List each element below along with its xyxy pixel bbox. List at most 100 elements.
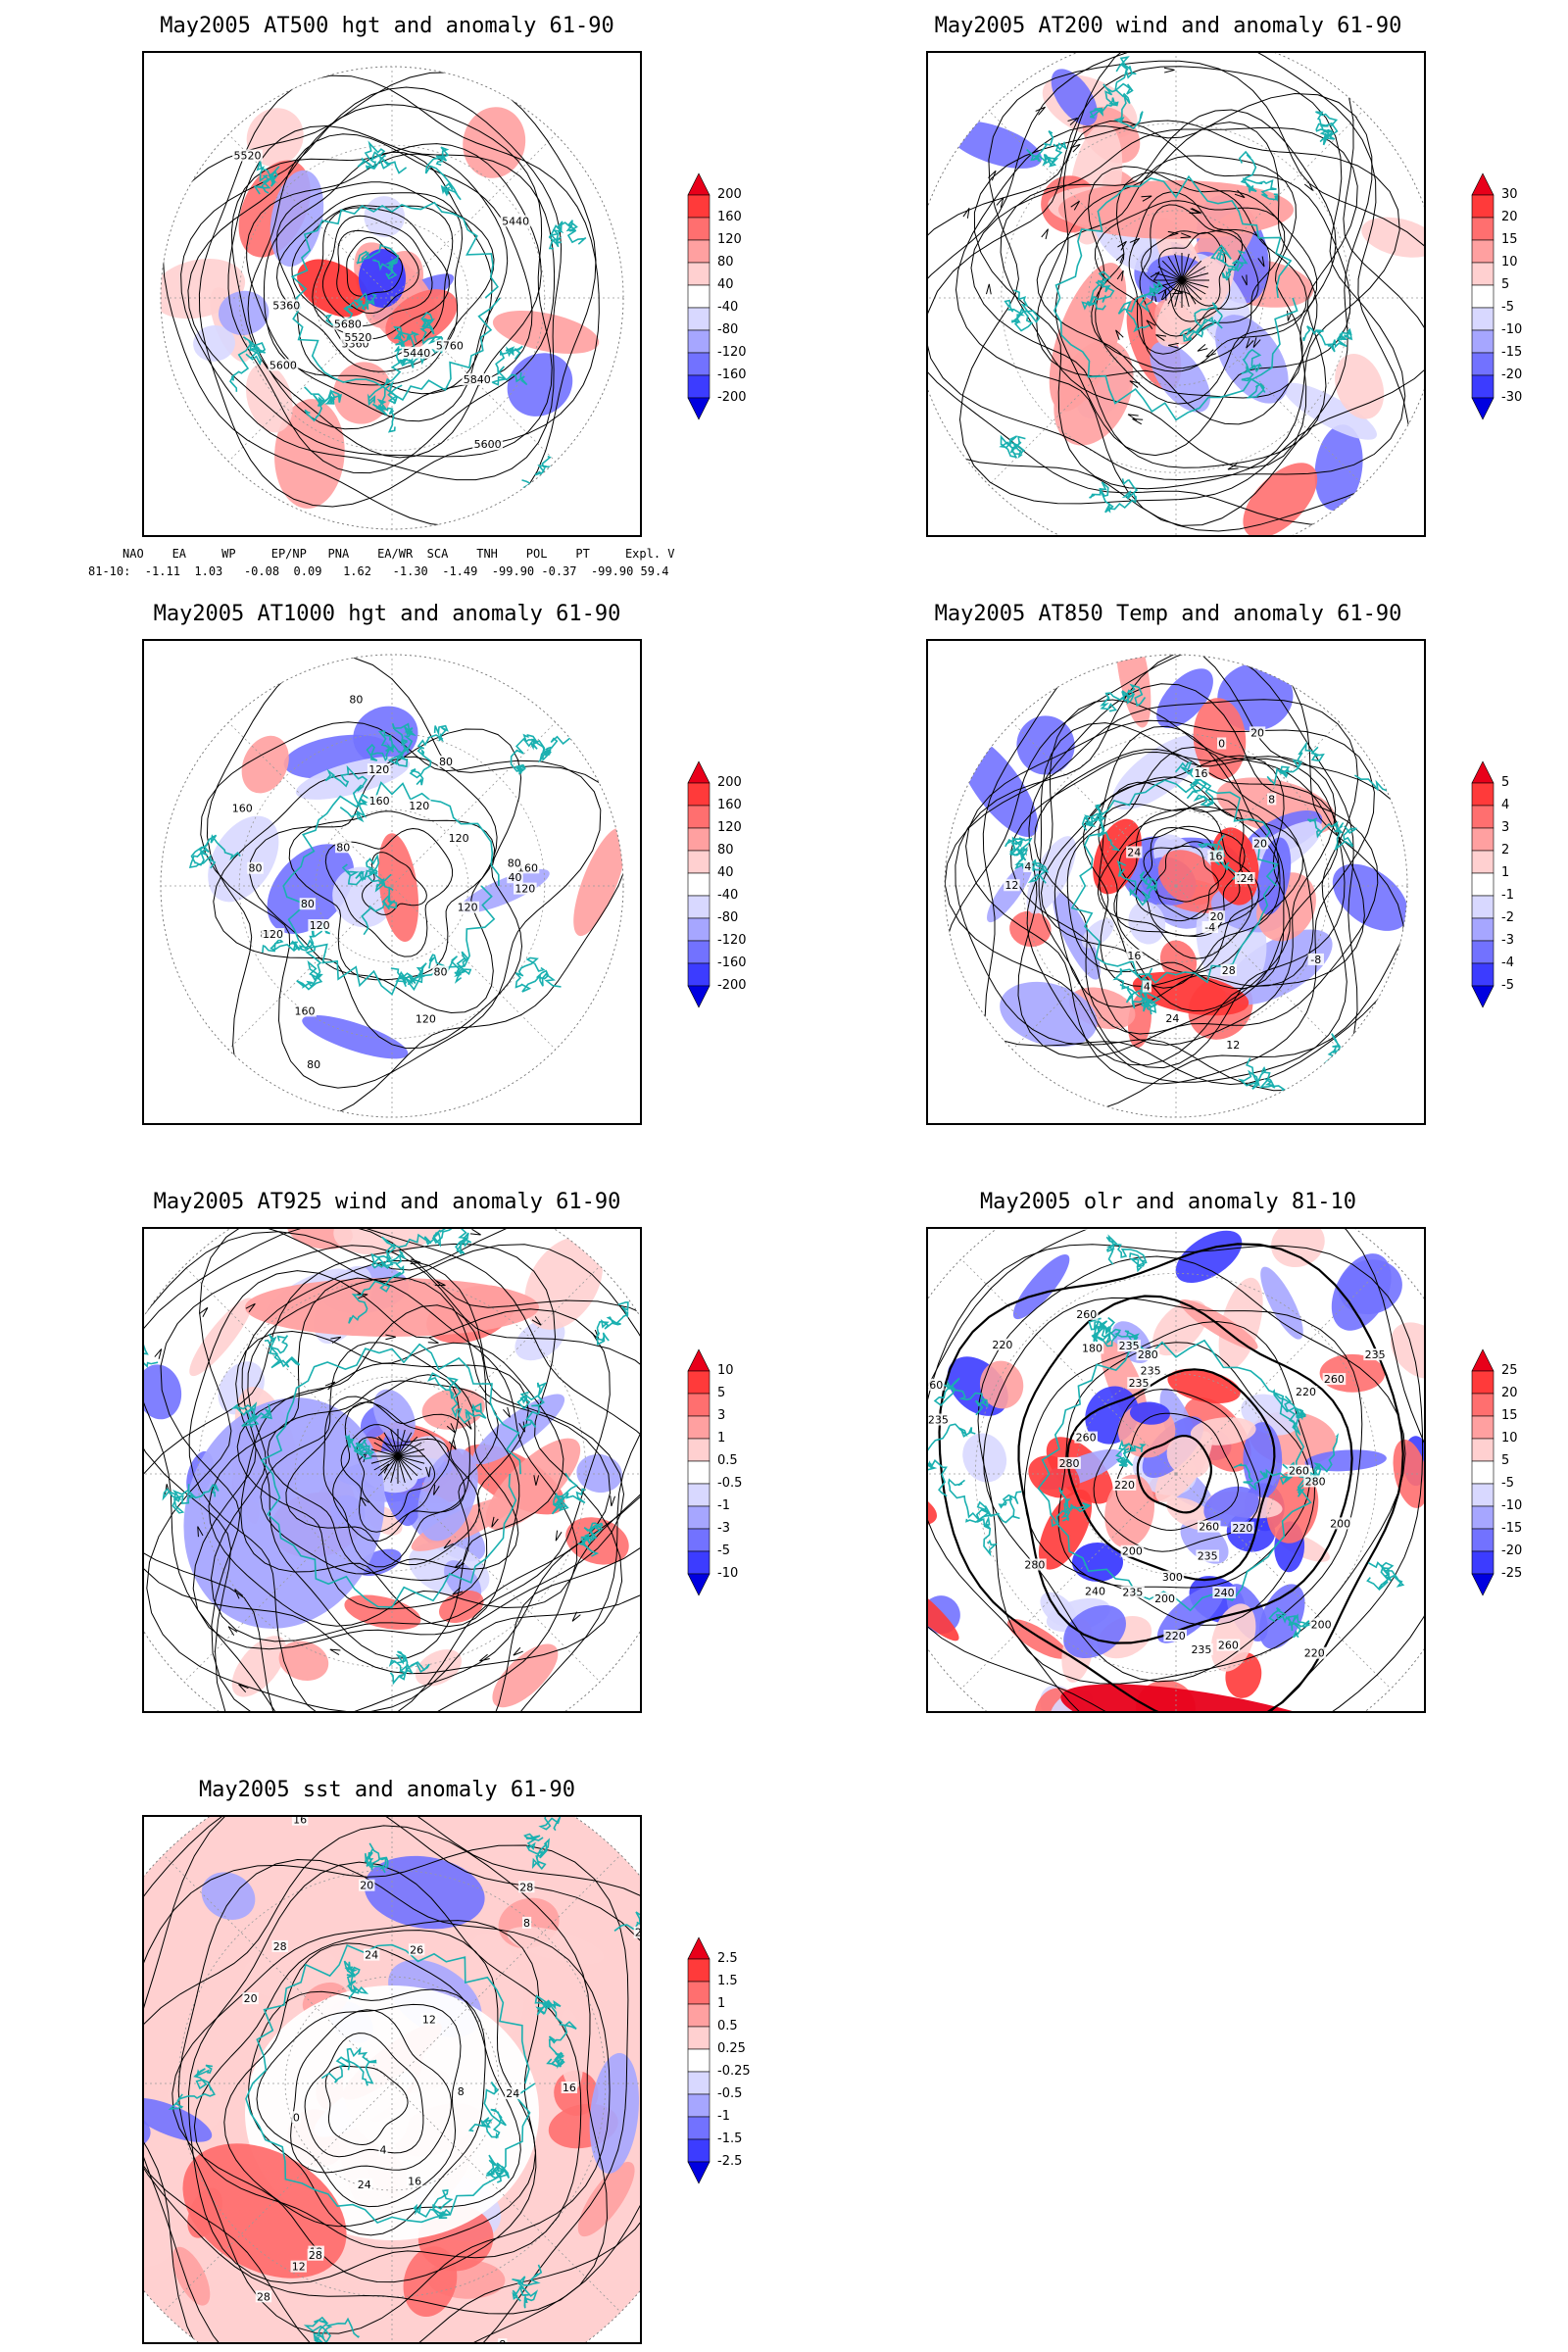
colorbar-segment (687, 2071, 710, 2095)
contour-line (1036, 122, 1318, 425)
colorbar-tick-label: -2.5 (717, 2154, 743, 2169)
contour-label-bg (561, 2082, 578, 2094)
contour-label: 240 (1214, 1587, 1235, 1599)
contour-label: 24 (1127, 846, 1141, 858)
anomaly-patch (1104, 1474, 1155, 1548)
contour-line (1098, 803, 1280, 974)
contour-line (970, 126, 1358, 468)
colorbar-segment (687, 1370, 710, 1395)
coastline (1089, 82, 1134, 119)
contour-label: 24 (365, 1949, 378, 1962)
coastline (432, 1229, 472, 1256)
contour-line (172, 1920, 540, 2283)
wind-arrow (330, 1336, 342, 1344)
contour-label: 16 (1127, 950, 1141, 962)
colorbar-tick-label: 10 (717, 1363, 734, 1378)
contour-label: 260 (1218, 1640, 1239, 1652)
map-boundary (160, 654, 624, 1118)
contour-label-bg (434, 339, 466, 352)
colorbar-segment (687, 1528, 710, 1552)
colorbar-segment (687, 850, 710, 874)
coastline (1241, 348, 1266, 399)
contour-line (208, 1277, 578, 1627)
contour-label: 5600 (474, 438, 502, 451)
coastline (546, 2021, 577, 2069)
contour-label: 120 (458, 902, 478, 914)
contour-label-bg (1142, 980, 1152, 993)
contour-label-bg (928, 1413, 951, 1426)
contour-label-bg (1193, 766, 1209, 779)
panel-title: May2005 sst and anomaly 61-90 (198, 1778, 576, 1802)
anomaly-patch (189, 1298, 253, 1377)
contour-label: 260 (1324, 1373, 1345, 1386)
colorbar-tick-label: 10 (1501, 255, 1518, 270)
contour-label: 235 (1198, 1549, 1218, 1562)
colorbar-svg (1471, 760, 1494, 1008)
contour-label: 280 (1024, 1558, 1045, 1571)
colorbar-segment (687, 962, 710, 987)
coastline (1268, 1606, 1313, 1639)
contour-label-bg (506, 857, 522, 869)
coastline (324, 292, 377, 327)
colorbar-tick-label: 5 (717, 1386, 726, 1400)
contour-line (235, 1330, 564, 1659)
colorbar-top-arrow (687, 1936, 710, 1960)
anomaly-patch (1304, 1449, 1387, 1472)
anomaly-patch (1012, 1253, 1070, 1320)
anomaly-patch (1129, 1401, 1170, 1425)
wind-arrow (425, 1466, 431, 1478)
wind-arrow (469, 1229, 481, 1236)
coastline (1210, 244, 1249, 281)
contour-label-bg (1307, 953, 1324, 965)
coastline (1179, 302, 1223, 342)
coastline (1009, 848, 1050, 884)
pole-streamline (1154, 272, 1183, 281)
contour-label-bg (1127, 1377, 1151, 1390)
contour-label-bg (335, 841, 352, 854)
colorbar-segment (1471, 782, 1494, 807)
contour-line (187, 1861, 582, 2284)
contour-label: 80 (249, 862, 263, 875)
anomaly-patch (573, 827, 623, 937)
colorbar-segment (1471, 262, 1494, 286)
contour-line (288, 810, 496, 981)
colorbar-bottom-arrow (687, 1573, 710, 1596)
colorbar-segment (687, 1958, 710, 1983)
colorbar-tick-label: 40 (717, 277, 734, 292)
pole-streamline (397, 1448, 425, 1457)
wind-arrow (531, 1316, 542, 1326)
map-disc (928, 1229, 1424, 1711)
contour-label-bg (291, 2111, 301, 2124)
contour-line (200, 721, 602, 1089)
panel-title: May2005 AT925 wind and anomaly 61-90 (153, 1190, 621, 1214)
contour-line (945, 699, 1359, 1083)
coastline (577, 1522, 604, 1557)
contour-line (1136, 1434, 1212, 1514)
map-frame: 1612820164-8-4016244812162028242420 (926, 639, 1426, 1125)
contour-line (336, 229, 419, 315)
contour-label-bg (342, 330, 373, 343)
colorbar-segment (687, 2026, 710, 2050)
pole-streamline (1161, 260, 1183, 281)
coastline (1088, 1314, 1140, 1348)
colorbar-segment (687, 1483, 710, 1507)
meridian-line (1175, 721, 1341, 887)
contour-line (144, 1844, 629, 2342)
pole-streamline (370, 1448, 399, 1457)
wind-arrow (985, 283, 992, 295)
contour-label-bg (378, 2143, 388, 2156)
anomaly-patch (1190, 1417, 1256, 1446)
contour-label: 120 (514, 883, 535, 896)
wind-arrow (996, 197, 1004, 208)
wind-arrow (443, 1540, 454, 1549)
coastline (467, 2082, 507, 2139)
wind-arrow (533, 1475, 540, 1486)
anomaly-patch (1335, 353, 1385, 419)
contour-label: 120 (368, 763, 389, 776)
contour-label: 8 (499, 2338, 506, 2342)
contour-label: 120 (409, 800, 429, 812)
contour-line (246, 153, 509, 422)
map-frame: 2828242016128428262420161284081216202428… (142, 1815, 642, 2344)
pole-streamline (397, 1455, 406, 1484)
wind-arrow (1303, 180, 1314, 191)
